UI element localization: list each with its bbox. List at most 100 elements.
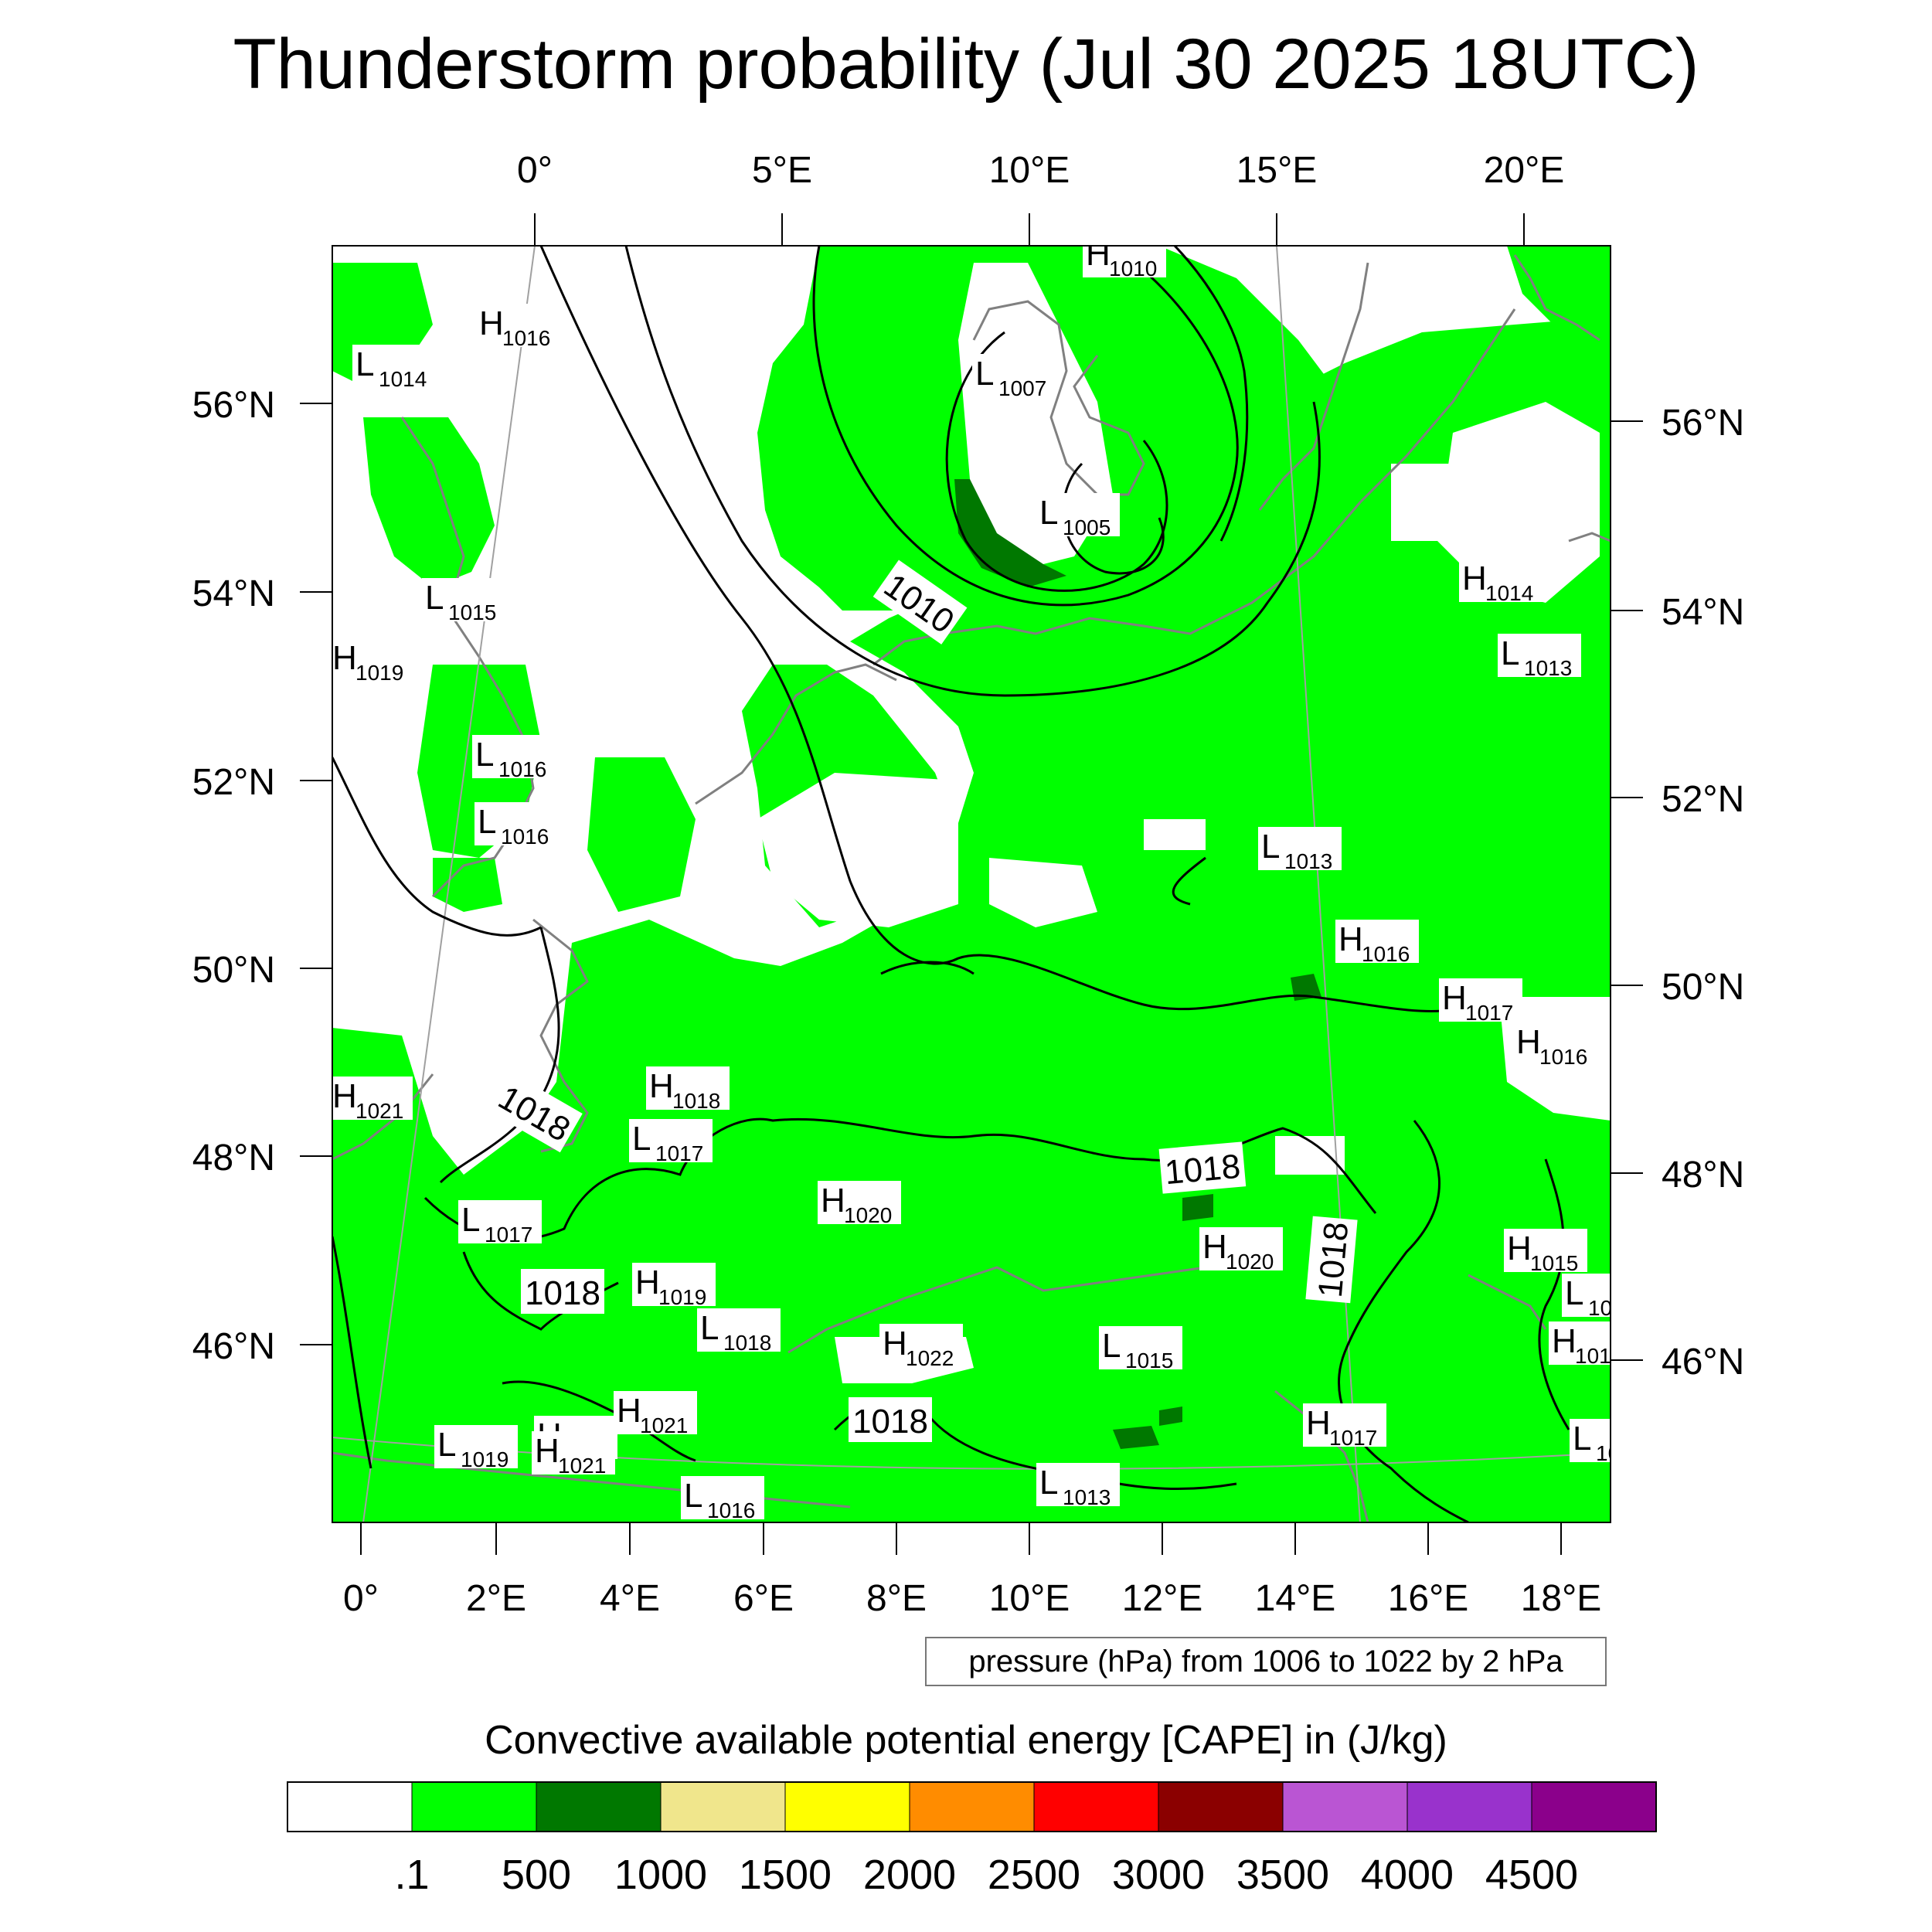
pressure-center-type: H — [821, 1182, 845, 1219]
right-lat-label: 46°N — [1662, 1342, 1744, 1383]
pressure-center-box — [1303, 1403, 1386, 1447]
pressure-center-type: H — [1516, 1023, 1541, 1061]
pressure-center-type: L — [632, 1120, 651, 1158]
isobar-label: 1018 — [521, 1269, 604, 1314]
pressure-center-box — [332, 638, 413, 682]
pressure-center-value: 1015 — [1125, 1349, 1173, 1372]
pressure-center-value: 1005 — [1063, 515, 1111, 539]
pressure-center: L 1005 — [1036, 493, 1120, 539]
pressure-center-type: H — [617, 1392, 641, 1430]
pressure-center-type: L — [478, 803, 496, 841]
pressure-center-box — [697, 1308, 781, 1352]
pressure-center-value: 1010 — [1109, 257, 1157, 281]
coastline — [1468, 1274, 1547, 1330]
colorbar-swatch — [660, 1781, 786, 1832]
colorbar-swatch — [1282, 1781, 1408, 1832]
right-lat-label: 52°N — [1662, 779, 1744, 820]
pressure-center-box — [532, 1431, 615, 1475]
pressure-center-type: H — [649, 1067, 674, 1105]
pressure-center-box — [1258, 827, 1342, 870]
pressure-center-value: 10 — [1596, 1441, 1620, 1465]
map-frame — [332, 245, 1611, 1523]
colorbar-tick-label: .1 — [394, 1852, 429, 1898]
pressure-center: L 1015 — [422, 578, 505, 624]
pressure-center-value: 1016 — [502, 326, 550, 350]
pressure-center: L 10 — [1562, 1274, 1612, 1320]
pressure-center-type: H — [1202, 1228, 1227, 1266]
top-lon-label: 20°E — [1484, 150, 1565, 191]
pressure-center-box — [1513, 1022, 1597, 1066]
pressure-center-type: L — [461, 1201, 480, 1239]
pressure-center-box — [1099, 1326, 1182, 1369]
left-lat-label: 46°N — [192, 1326, 275, 1367]
pressure-center-type: L — [975, 355, 994, 393]
pressure-center: L 1013 — [1258, 827, 1342, 873]
bottom-lon-label: 4°E — [600, 1578, 660, 1619]
pressure-center-value: 10 — [1588, 1296, 1612, 1320]
cape-region — [587, 757, 696, 912]
left-lat-label: 56°N — [192, 385, 275, 426]
pressure-center-value: 1016 — [501, 825, 549, 849]
pressure-center-value: 1013 — [1063, 1485, 1111, 1509]
pressure-center-value: 1017 — [1465, 1001, 1513, 1025]
cape-region — [1538, 742, 1611, 966]
pressure-center-type: L — [1039, 494, 1058, 532]
pressure-center: L 10 — [1570, 1419, 1620, 1465]
pressure-center-value: 1018 — [723, 1331, 771, 1355]
pressure-center-value: 1016 — [1539, 1045, 1587, 1069]
pressure-center-box — [1562, 1274, 1611, 1317]
cape-region-500 — [1159, 1406, 1182, 1426]
isobar-label-box — [1305, 1216, 1358, 1304]
top-lon-label: 5°E — [752, 150, 812, 191]
pressure-center-value: 1017 — [1329, 1426, 1377, 1450]
pressure-center-type: L — [437, 1426, 456, 1464]
colorbar-swatch — [536, 1781, 662, 1832]
pressure-center: L 1018 — [697, 1308, 781, 1355]
pressure-center-box — [629, 1119, 713, 1162]
coastline — [332, 1073, 434, 1161]
colorbar-tick-label: 2500 — [988, 1852, 1080, 1898]
isobar-label: 1018 — [849, 1397, 932, 1442]
pressure-center-value: 1017 — [485, 1223, 532, 1247]
pressure-center-value: 1022 — [906, 1346, 954, 1370]
isobar-label-text: 1018 — [1311, 1220, 1355, 1299]
top-lon-label: 15°E — [1236, 150, 1318, 191]
pressure-center-value: 1021 — [558, 1454, 606, 1478]
isobar — [812, 246, 1239, 607]
left-lat-label: 48°N — [192, 1138, 275, 1179]
pressure-center-type: L — [1102, 1327, 1121, 1365]
isobar-label-box — [1158, 1141, 1247, 1194]
pressure-center: L 1016 — [681, 1476, 764, 1522]
colorbar-tick-label: 2000 — [863, 1852, 956, 1898]
colorbar-tick-label: 500 — [502, 1852, 571, 1898]
pressure-center-box — [1549, 1321, 1611, 1365]
bottom-lon-label: 6°E — [733, 1578, 794, 1619]
pressure-center-value: 101 — [1575, 1344, 1611, 1368]
pressure-center-type: L — [1573, 1420, 1591, 1458]
isobar-label-box — [488, 1072, 583, 1153]
pressure-center-type: H — [1462, 560, 1487, 597]
top-lon-label: 0° — [517, 150, 553, 191]
low-cape-region — [989, 858, 1097, 927]
pressure-center: L 1016 — [472, 735, 556, 781]
bottom-lon-label: 8°E — [866, 1578, 927, 1619]
pressure-center-box — [632, 1263, 716, 1306]
colorbar-tick-label: 4000 — [1361, 1852, 1454, 1898]
pressure-center-type: H — [479, 304, 504, 342]
pressure-center-box — [352, 345, 436, 388]
pressure-center: L 1016 — [474, 802, 558, 849]
pressure-center-box — [422, 578, 505, 621]
colorbar-swatch — [1531, 1781, 1657, 1832]
cape-region-500 — [1182, 1194, 1213, 1221]
isobar-label-text: 1018 — [852, 1403, 928, 1440]
pressure-center-value: 1014 — [379, 367, 427, 391]
isobar — [332, 757, 542, 937]
